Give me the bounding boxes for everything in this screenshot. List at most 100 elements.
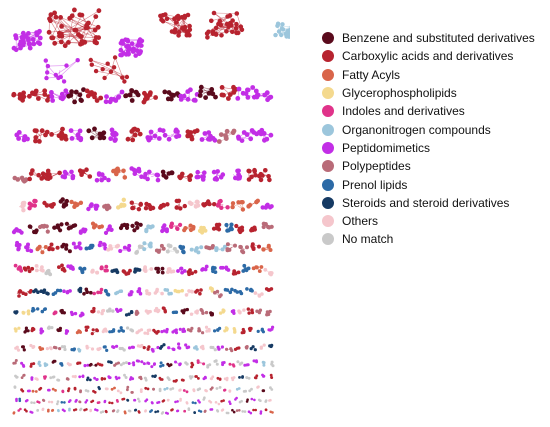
network-node xyxy=(66,93,72,99)
network-node xyxy=(86,206,91,212)
network-node xyxy=(259,412,263,415)
network-node xyxy=(124,361,128,365)
network-node xyxy=(118,289,122,294)
network-node xyxy=(41,408,45,412)
network-node xyxy=(218,386,222,389)
network-node xyxy=(164,16,170,22)
legend-list: Benzene and substituted derivatives Carbo… xyxy=(322,29,547,249)
network-node xyxy=(96,35,101,40)
network-node xyxy=(206,365,210,369)
network-node xyxy=(109,361,113,364)
network-node xyxy=(268,94,274,100)
network-node xyxy=(245,287,249,291)
network-node xyxy=(78,329,82,333)
network-node xyxy=(33,198,38,204)
network-node xyxy=(20,204,25,209)
network-node xyxy=(177,346,181,350)
network-node xyxy=(26,399,29,402)
network-node xyxy=(36,30,41,35)
network-node xyxy=(109,227,114,232)
network-node xyxy=(39,386,43,390)
network-node xyxy=(210,244,215,248)
network-node xyxy=(39,327,43,331)
network-node xyxy=(185,390,189,394)
network-node xyxy=(220,409,224,412)
network-node xyxy=(16,136,21,141)
network-node xyxy=(271,411,274,414)
network-node xyxy=(206,29,211,35)
network-node xyxy=(239,200,244,205)
network-node xyxy=(64,246,69,251)
network-node xyxy=(88,57,94,63)
network-node xyxy=(66,40,71,45)
network-node xyxy=(117,376,121,380)
network-node xyxy=(116,389,120,393)
network-node xyxy=(256,329,260,333)
network-node xyxy=(103,345,107,349)
network-node xyxy=(166,136,172,142)
network-node xyxy=(38,224,43,230)
network-node xyxy=(178,327,182,331)
network-node xyxy=(88,90,93,96)
network-node xyxy=(155,287,159,292)
network-node xyxy=(156,410,160,413)
network-node xyxy=(85,344,89,348)
network-node xyxy=(185,96,191,102)
network-node xyxy=(100,311,104,316)
network-node xyxy=(199,227,204,232)
network-node xyxy=(176,409,179,413)
network-node xyxy=(127,362,131,365)
network-node xyxy=(32,229,38,234)
network-node xyxy=(230,376,234,380)
network-node xyxy=(175,91,180,96)
network-node xyxy=(100,67,105,72)
network-node xyxy=(152,328,156,332)
network-node xyxy=(160,228,165,234)
network-node xyxy=(120,41,126,46)
network-node xyxy=(67,225,72,230)
network-node xyxy=(178,206,183,211)
network-node xyxy=(209,87,215,92)
network-node xyxy=(246,177,252,182)
network-node xyxy=(34,268,39,273)
network-node xyxy=(213,25,219,31)
network-node xyxy=(183,409,186,413)
network-node xyxy=(91,310,95,314)
network-node xyxy=(218,22,224,28)
network-node xyxy=(212,202,217,207)
network-node xyxy=(248,136,254,142)
network-node xyxy=(209,387,213,391)
network-node xyxy=(45,97,50,103)
network-node xyxy=(250,244,255,249)
network-node xyxy=(130,328,134,332)
network-node xyxy=(211,375,215,379)
network-node xyxy=(113,98,119,103)
network-node xyxy=(188,375,192,378)
network-node xyxy=(60,267,65,272)
network-node xyxy=(165,387,169,390)
network-node xyxy=(19,230,24,235)
network-node xyxy=(96,347,100,351)
network-node xyxy=(50,35,56,41)
network-node xyxy=(128,409,132,413)
network-node xyxy=(124,225,130,230)
network-node xyxy=(105,204,111,209)
network-node xyxy=(96,310,101,314)
network-node xyxy=(245,363,249,367)
legend-swatch-icon xyxy=(322,68,334,81)
network-node xyxy=(89,62,95,67)
network-node xyxy=(129,310,134,314)
legend-label: Glycerophospholipids xyxy=(342,86,457,101)
network-node xyxy=(175,379,178,382)
network-node xyxy=(126,43,131,49)
network-node xyxy=(126,385,130,389)
network-node xyxy=(162,223,167,228)
network-node xyxy=(268,132,274,138)
network-node xyxy=(213,329,217,333)
network-node xyxy=(178,362,182,366)
network-node xyxy=(270,388,274,391)
network-node xyxy=(119,391,123,395)
network-node xyxy=(223,136,229,142)
network-node xyxy=(179,266,183,271)
network-node xyxy=(156,345,160,350)
